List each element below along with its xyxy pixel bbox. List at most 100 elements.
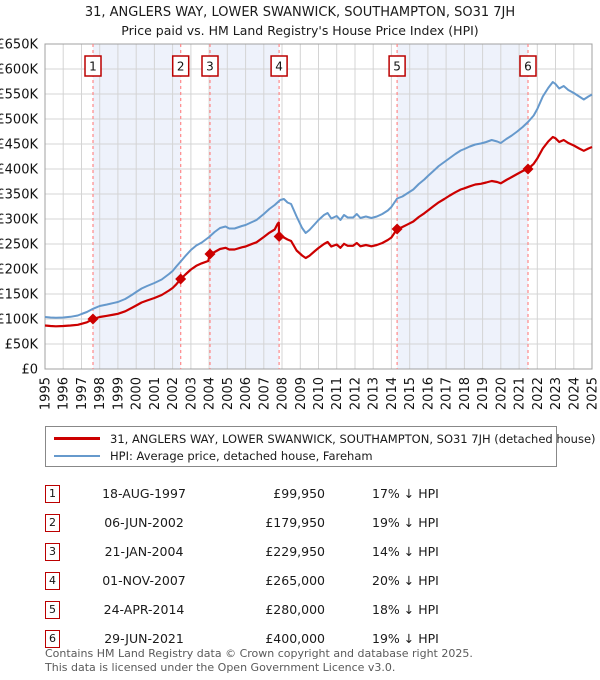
sale-event-badge bbox=[270, 55, 288, 77]
sales-table: 1 18-AUG-1997 £99,950 17% ↓ HPI 2 06-JUN-2002… bbox=[45, 479, 585, 653]
x-axis-tick-label: 2011 bbox=[330, 377, 345, 410]
legend-item-hpi: HPI: Average price, detached house, Fare… bbox=[46, 447, 556, 464]
legend-item-price: 31, ANGLERS WAY, LOWER SWANWICK, SOUTHAM… bbox=[46, 430, 596, 447]
y-axis-tick-label: £50K bbox=[5, 338, 39, 353]
sale-date: 18-AUG-1997 bbox=[102, 486, 186, 501]
price-line-swatch bbox=[54, 437, 100, 440]
sale-number-badge: 4 bbox=[45, 571, 60, 590]
sale-row-3: 3 21-JAN-2004 £229,950 14% ↓ HPI bbox=[45, 537, 585, 566]
footer-line1: Contains HM Land Registry data © Crown c… bbox=[45, 647, 473, 660]
sale-price: £280,000 bbox=[265, 602, 325, 617]
x-axis-tick-label: 2004 bbox=[203, 377, 218, 410]
sale-marker bbox=[87, 313, 99, 325]
x-axis-tick-label: 2007 bbox=[257, 377, 272, 410]
y-axis-tick-label: £500K bbox=[0, 113, 38, 128]
sale-event-badge bbox=[171, 55, 190, 77]
sale-price: £99,950 bbox=[273, 486, 325, 501]
x-axis-tick-label: 1999 bbox=[111, 377, 126, 410]
y-axis-tick-label: £600K bbox=[0, 63, 38, 78]
sale-hpi-diff: 17% ↓ HPI bbox=[372, 486, 439, 501]
chart-header: 31, ANGLERS WAY, LOWER SWANWICK, SOUTHAM… bbox=[0, 4, 600, 39]
sale-date: 01-NOV-2007 bbox=[102, 573, 186, 588]
y-axis-tick-label: £0 bbox=[21, 363, 38, 378]
x-axis-tick-label: 2021 bbox=[513, 377, 528, 410]
x-axis-tick-label: 1998 bbox=[93, 377, 108, 410]
sale-event-badge bbox=[201, 55, 219, 77]
sale-event-badge-num: 2 bbox=[177, 60, 185, 74]
x-axis-tick-label: 2013 bbox=[367, 377, 382, 410]
price-line bbox=[44, 135, 593, 328]
sale-number-badge: 3 bbox=[45, 542, 60, 561]
sale-number-badge: 2 bbox=[45, 513, 60, 532]
sale-number-badge: 6 bbox=[45, 629, 60, 648]
sale-event-badge bbox=[519, 55, 537, 77]
x-axis-tick-label: 2003 bbox=[184, 377, 199, 410]
x-axis-tick-label: 2005 bbox=[221, 377, 236, 410]
sale-event-badge-num: 4 bbox=[275, 60, 283, 74]
sale-marker bbox=[522, 163, 534, 175]
sale-marker bbox=[204, 248, 216, 260]
sale-date: 06-JUN-2002 bbox=[104, 515, 184, 530]
chart-svg: 1 2 3 4 5 6 £0 £50K £100K £150K £200K £250K £300K £35… bbox=[0, 38, 600, 411]
hpi-line-swatch bbox=[54, 454, 100, 457]
x-axis-tick-label: 2012 bbox=[349, 377, 364, 410]
y-axis-tick-label: £650K bbox=[0, 38, 38, 53]
x-axis-tick-label: 2025 bbox=[586, 377, 600, 410]
legend-label-price: 31, ANGLERS WAY, LOWER SWANWICK, SOUTHAM… bbox=[110, 431, 596, 446]
license-footer: Contains HM Land Registry data © Crown c… bbox=[45, 647, 473, 674]
sale-row-2: 2 06-JUN-2002 £179,950 19% ↓ HPI bbox=[45, 508, 585, 537]
x-axis-tick-label: 2001 bbox=[148, 377, 163, 410]
sale-date: 21-JAN-2004 bbox=[104, 544, 184, 559]
footer-line2: This data is licensed under the Open Gov… bbox=[45, 660, 396, 674]
x-axis-tick-label: 2006 bbox=[239, 377, 254, 410]
sale-marker bbox=[391, 223, 403, 235]
x-axis-tick-label: 1997 bbox=[75, 377, 90, 410]
sale-price: £229,950 bbox=[265, 544, 325, 559]
sale-event-badge-num: 5 bbox=[393, 60, 401, 74]
hpi-line bbox=[44, 81, 593, 319]
x-axis-tick-label: 2018 bbox=[458, 377, 473, 410]
x-axis-tick-label: 2010 bbox=[312, 377, 327, 410]
x-axis-tick-label: 2016 bbox=[421, 377, 436, 410]
legend-label-hpi: HPI: Average price, detached house, Fare… bbox=[110, 448, 373, 463]
ownership-band bbox=[93, 44, 181, 369]
x-axis-tick-label: 2008 bbox=[276, 377, 291, 410]
sale-marker bbox=[175, 273, 187, 285]
sale-row-5: 5 24-APR-2014 £280,000 18% ↓ HPI bbox=[45, 595, 585, 624]
y-axis-tick-label: £200K bbox=[0, 263, 38, 278]
sale-event-badge bbox=[84, 55, 102, 77]
sale-hpi-diff: 19% ↓ HPI bbox=[372, 631, 439, 646]
x-axis-tick-label: 2022 bbox=[531, 377, 546, 410]
x-axis-tick-label: 2023 bbox=[549, 377, 564, 410]
sale-number-badge: 5 bbox=[45, 600, 60, 619]
ownership-band bbox=[397, 44, 528, 369]
price-chart: 1 2 3 4 5 6 £0 £50K £100K £150K £200K £250K £300K £35… bbox=[0, 38, 600, 411]
sale-row-4: 4 01-NOV-2007 £265,000 20% ↓ HPI bbox=[45, 566, 585, 595]
sale-row-6: 6 29-JUN-2021 £400,000 19% ↓ HPI bbox=[45, 624, 585, 653]
y-axis-tick-label: £250K bbox=[0, 238, 38, 253]
y-axis-tick-label: £450K bbox=[0, 138, 38, 153]
y-axis-tick-label: £300K bbox=[0, 213, 38, 228]
sale-price: £265,000 bbox=[265, 573, 325, 588]
sale-hpi-diff: 14% ↓ HPI bbox=[372, 544, 439, 559]
plot-border bbox=[44, 43, 593, 370]
x-axis-tick-label: 2017 bbox=[440, 377, 455, 410]
sale-price: £179,950 bbox=[265, 515, 325, 530]
x-axis-tick-label: 2024 bbox=[567, 377, 582, 410]
sale-date: 29-JUN-2021 bbox=[104, 631, 184, 646]
sale-event-badge-num: 3 bbox=[206, 60, 214, 74]
x-axis-tick-label: 2019 bbox=[476, 377, 491, 410]
y-axis-tick-label: £350K bbox=[0, 188, 38, 203]
x-axis-tick-label: 1995 bbox=[39, 377, 54, 410]
sale-date: 24-APR-2014 bbox=[103, 602, 185, 617]
x-axis-tick-label: 2014 bbox=[385, 377, 400, 410]
x-axis-tick-label: 2000 bbox=[130, 377, 145, 410]
sale-marker bbox=[273, 231, 285, 242]
sale-hpi-diff: 18% ↓ HPI bbox=[372, 602, 439, 617]
sale-event-badge-num: 1 bbox=[89, 60, 97, 74]
x-axis-tick-label: 1996 bbox=[57, 377, 72, 410]
x-axis-tick-label: 2002 bbox=[166, 377, 181, 410]
y-axis-tick-label: £550K bbox=[0, 88, 38, 103]
sale-number-badge: 1 bbox=[45, 484, 60, 503]
page-title: 31, ANGLERS WAY, LOWER SWANWICK, SOUTHAM… bbox=[84, 5, 516, 20]
